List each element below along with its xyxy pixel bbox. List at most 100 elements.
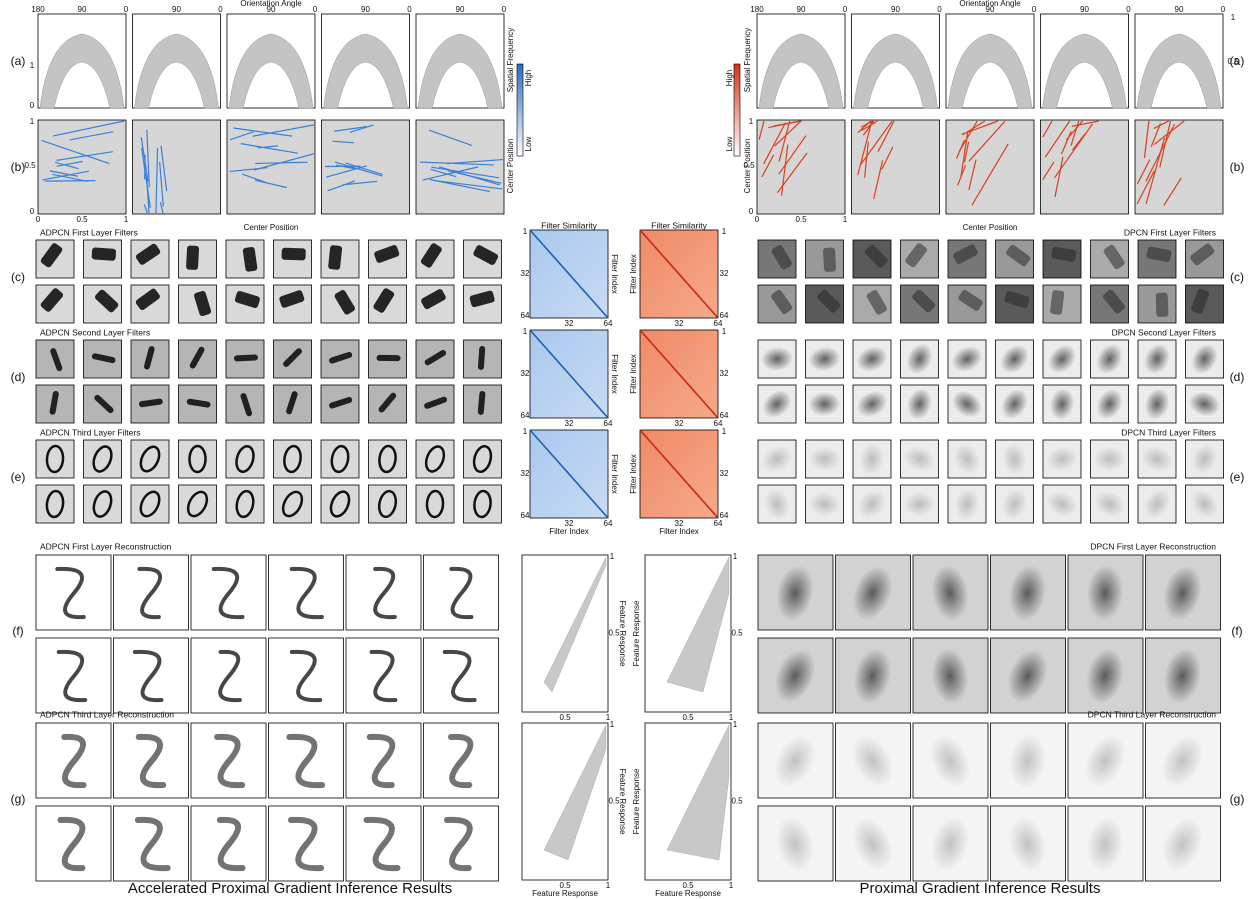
filter-shape	[857, 489, 887, 519]
filter-shape	[329, 490, 351, 518]
response-label: Feature Response	[632, 768, 641, 834]
digit-blur	[1086, 565, 1124, 621]
position-tick: 1	[124, 215, 129, 224]
orientation-line	[52, 173, 88, 182]
filter-shape	[1047, 344, 1077, 374]
similarity-tick: 32	[675, 319, 684, 328]
orientation-tick: 0	[124, 5, 129, 14]
orientation-line	[864, 141, 869, 178]
similarity-axis-label: Filter Index	[629, 354, 638, 394]
position-panel	[1134, 119, 1224, 215]
filter-tile	[130, 484, 170, 524]
digit-blur	[774, 649, 816, 703]
position-panel	[945, 119, 1035, 215]
response-label: Feature Response	[655, 889, 721, 898]
orientation-line	[334, 161, 383, 177]
response-tick: 0.5	[731, 797, 743, 806]
filter-shape	[905, 243, 927, 268]
filter-title: DPCN First Layer Filters	[1124, 227, 1216, 237]
orientation-line	[56, 160, 83, 167]
digit-blur	[929, 734, 971, 788]
filter-shape	[92, 445, 113, 473]
position-tick: 0.5	[743, 161, 755, 170]
similarity-tick: 32	[521, 469, 530, 478]
filter-shape	[953, 244, 978, 264]
position-tick: 1	[30, 117, 35, 126]
similarity-diagonal	[529, 329, 609, 419]
row-label: (a)	[11, 54, 26, 68]
colorbar-label: Low	[725, 136, 734, 151]
response-label: Feature Response	[532, 889, 598, 898]
filter-shape	[761, 445, 793, 473]
orientation-tick: 90	[1175, 5, 1184, 14]
digit-stroke	[289, 566, 324, 620]
orientation-tick: 90	[172, 5, 181, 14]
orientation-line	[873, 160, 884, 200]
orientation-line	[881, 146, 894, 170]
filter-shape	[194, 291, 212, 316]
similarity-tick: 1	[722, 327, 727, 336]
filter-shape	[771, 289, 793, 315]
filter-shape	[808, 446, 841, 472]
similarity-tick: 32	[720, 269, 729, 278]
position-tick: 0.5	[76, 215, 88, 224]
response-tick: 0.5	[731, 629, 743, 638]
orientation-line	[862, 120, 875, 136]
similarity-axis-label: Filter Index	[549, 527, 589, 536]
filter-tile	[415, 439, 455, 479]
digit-stroke	[286, 733, 326, 789]
orientation-line	[160, 145, 168, 192]
response-tick: 0.5	[608, 797, 620, 806]
filter-title: DPCN Second Layer Filters	[1112, 327, 1216, 337]
digit-stroke	[56, 649, 88, 703]
digit-stroke	[216, 816, 246, 872]
similarity-tick: 32	[675, 519, 684, 528]
digit-stroke	[214, 733, 246, 789]
filter-shape	[376, 354, 401, 362]
response-tick: 1	[729, 881, 734, 890]
similarity-tick: 64	[714, 319, 723, 328]
orientation-line	[1044, 120, 1071, 158]
response-tick: 0.5	[682, 713, 694, 722]
filter-shape	[1096, 388, 1123, 420]
orientation-line	[1145, 123, 1176, 182]
filter-shape	[764, 488, 790, 520]
digit-blur	[851, 735, 894, 787]
digit-stroke	[448, 733, 474, 789]
filter-shape	[477, 390, 486, 415]
filter-shape	[817, 289, 841, 313]
similarity-title: Filter Similarity	[651, 220, 707, 230]
orientation-line	[159, 161, 164, 207]
digit-blur	[1086, 816, 1124, 872]
similarity-axis-label: Filter Index	[629, 454, 638, 494]
filter-shape	[138, 398, 163, 408]
orientation-line	[860, 120, 893, 165]
digit-blur	[1163, 565, 1202, 621]
response-tick: 1	[733, 720, 738, 729]
colorbar-label: High	[725, 70, 734, 86]
orientation-tick: 0	[1032, 5, 1037, 14]
similarity-tick: 64	[521, 511, 530, 520]
filter-shape	[50, 348, 63, 372]
row-label: (c)	[1230, 270, 1244, 284]
similarity-diagonal	[639, 229, 719, 319]
filter-shape	[373, 288, 395, 313]
position-tick: 1	[843, 215, 848, 224]
filter-shape	[951, 346, 983, 372]
position-tick: 0	[755, 215, 760, 224]
reconstruction-title: ADPCN First Layer Reconstruction	[40, 541, 172, 551]
orientation-line	[1153, 120, 1170, 129]
filter-shape	[1188, 391, 1221, 417]
filter-shape	[424, 349, 447, 366]
similarity-tick: 64	[720, 311, 729, 320]
filter-tile	[178, 284, 217, 324]
digit-blur	[852, 817, 893, 871]
digit-blur	[930, 816, 970, 872]
filter-shape	[1103, 244, 1125, 270]
filter-shape	[233, 354, 258, 362]
digit-blur	[931, 565, 969, 621]
filter-shape	[378, 444, 397, 474]
freq-cloud	[1136, 33, 1222, 109]
digit-blur	[1163, 648, 1202, 704]
